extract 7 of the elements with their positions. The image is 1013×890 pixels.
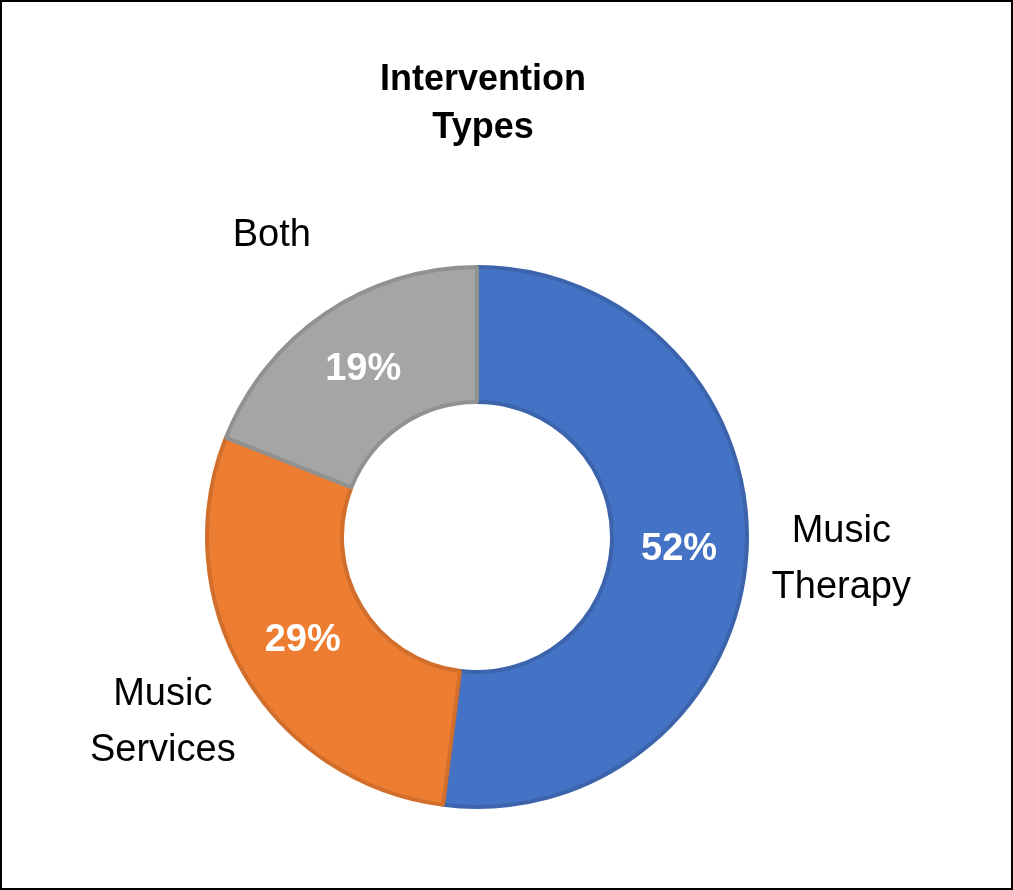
chart-title: Intervention Types xyxy=(379,56,587,148)
data-label: 29% xyxy=(264,616,341,659)
slice-label: Music Services xyxy=(89,671,236,770)
slice-label: Music Therapy xyxy=(771,508,911,607)
data-label: 19% xyxy=(325,346,402,388)
data-label: 52% xyxy=(641,526,718,569)
slice-label: Both xyxy=(232,211,311,254)
